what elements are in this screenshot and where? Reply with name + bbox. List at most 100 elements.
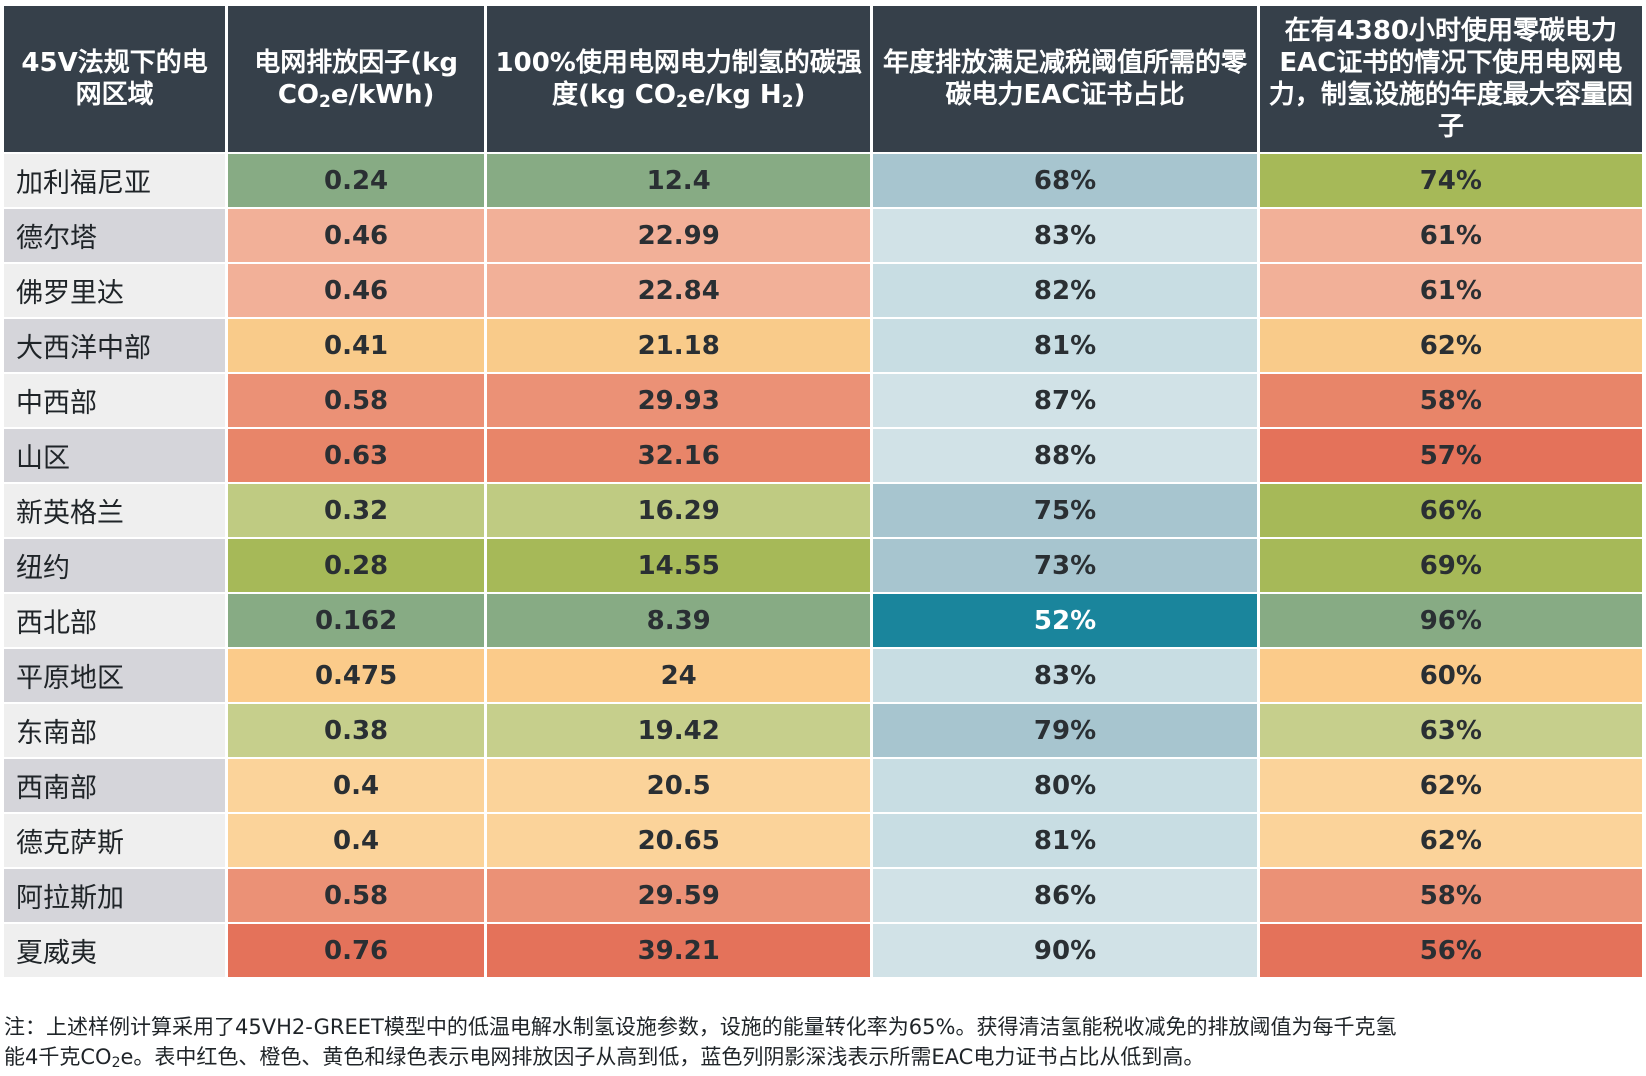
cell-eac-share: 82% [873, 264, 1257, 317]
cell-capacity-factor: 60% [1259, 649, 1642, 702]
cell-region: 德尔塔 [4, 209, 226, 262]
cell-carbon-intensity: 12.4 [487, 154, 871, 207]
footnote-line1: 注：上述样例计算采用了45VH2-GREET模型中的低温电解水制氢设施参数，设施… [4, 1015, 1397, 1039]
footnote-line2-post: e。表中红色、橙色、黄色和绿色表示电网排放因子从高到低，蓝色列阴影深浅表示所需E… [120, 1045, 1205, 1069]
cell-region: 平原地区 [4, 649, 226, 702]
cell-carbon-intensity: 8.39 [487, 594, 871, 647]
cell-capacity-factor: 69% [1259, 539, 1642, 592]
cell-carbon-intensity: 22.84 [487, 264, 871, 317]
cell-emission-factor: 0.63 [228, 429, 485, 482]
cell-eac-share: 90% [873, 924, 1257, 977]
cell-emission-factor: 0.41 [228, 319, 485, 372]
table-row: 纽约 0.28 14.55 73% 69% [4, 539, 1642, 592]
cell-eac-share: 83% [873, 649, 1257, 702]
table-row: 中西部 0.58 29.93 87% 58% [4, 374, 1642, 427]
cell-region: 德克萨斯 [4, 814, 226, 867]
header-row: 45V法规下的电网区域 电网排放因子(kg CO2e/kWh) 100%使用电网… [4, 6, 1642, 152]
cell-capacity-factor: 57% [1259, 429, 1642, 482]
table-row: 德克萨斯 0.4 20.65 81% 62% [4, 814, 1642, 867]
cell-region: 加利福尼亚 [4, 154, 226, 207]
cell-eac-share: 80% [873, 759, 1257, 812]
cell-emission-factor: 0.46 [228, 209, 485, 262]
cell-region: 新英格兰 [4, 484, 226, 537]
cell-eac-share: 75% [873, 484, 1257, 537]
cell-capacity-factor: 62% [1259, 759, 1642, 812]
cell-carbon-intensity: 20.5 [487, 759, 871, 812]
cell-capacity-factor: 56% [1259, 924, 1642, 977]
cell-emission-factor: 0.24 [228, 154, 485, 207]
table-row: 夏威夷 0.76 39.21 90% 56% [4, 924, 1642, 977]
cell-eac-share: 81% [873, 319, 1257, 372]
cell-capacity-factor: 61% [1259, 209, 1642, 262]
cell-carbon-intensity: 39.21 [487, 924, 871, 977]
cell-capacity-factor: 62% [1259, 319, 1642, 372]
table-container: 45V法规下的电网区域 电网排放因子(kg CO2e/kWh) 100%使用电网… [4, 4, 1642, 979]
cell-emission-factor: 0.58 [228, 374, 485, 427]
table-row: 东南部 0.38 19.42 79% 63% [4, 704, 1642, 757]
cell-emission-factor: 0.162 [228, 594, 485, 647]
header-region: 45V法规下的电网区域 [4, 6, 226, 152]
cell-eac-share: 88% [873, 429, 1257, 482]
cell-emission-factor: 0.46 [228, 264, 485, 317]
cell-eac-share: 68% [873, 154, 1257, 207]
cell-carbon-intensity: 24 [487, 649, 871, 702]
header-carbon-intensity: 100%使用电网电力制氢的碳强度(kg CO2e/kg H2) [487, 6, 871, 152]
footnote: 注：上述样例计算采用了45VH2-GREET模型中的低温电解水制氢设施参数，设施… [4, 1012, 1644, 1072]
cell-carbon-intensity: 32.16 [487, 429, 871, 482]
cell-emission-factor: 0.28 [228, 539, 485, 592]
table-row: 德尔塔 0.46 22.99 83% 61% [4, 209, 1642, 262]
cell-emission-factor: 0.58 [228, 869, 485, 922]
cell-capacity-factor: 62% [1259, 814, 1642, 867]
cell-region: 中西部 [4, 374, 226, 427]
cell-eac-share: 81% [873, 814, 1257, 867]
cell-region: 西南部 [4, 759, 226, 812]
cell-capacity-factor: 96% [1259, 594, 1642, 647]
cell-region: 东南部 [4, 704, 226, 757]
cell-capacity-factor: 61% [1259, 264, 1642, 317]
cell-carbon-intensity: 21.18 [487, 319, 871, 372]
cell-eac-share: 87% [873, 374, 1257, 427]
cell-carbon-intensity: 29.59 [487, 869, 871, 922]
cell-eac-share: 52% [873, 594, 1257, 647]
table-row: 西北部 0.162 8.39 52% 96% [4, 594, 1642, 647]
cell-region: 夏威夷 [4, 924, 226, 977]
cell-emission-factor: 0.32 [228, 484, 485, 537]
cell-capacity-factor: 74% [1259, 154, 1642, 207]
table-row: 新英格兰 0.32 16.29 75% 66% [4, 484, 1642, 537]
table-row: 大西洋中部 0.41 21.18 81% 62% [4, 319, 1642, 372]
cell-region: 西北部 [4, 594, 226, 647]
header-capacity-factor: 在有4380小时使用零碳电力EAC证书的情况下使用电网电力，制氢设施的年度最大容… [1259, 6, 1642, 152]
cell-emission-factor: 0.76 [228, 924, 485, 977]
cell-eac-share: 83% [873, 209, 1257, 262]
cell-carbon-intensity: 16.29 [487, 484, 871, 537]
table-row: 山区 0.63 32.16 88% 57% [4, 429, 1642, 482]
header-eac-share: 年度排放满足减税阈值所需的零碳电力EAC证书占比 [873, 6, 1257, 152]
footnote-line2-pre: 能4千克CO [4, 1045, 112, 1069]
table-row: 佛罗里达 0.46 22.84 82% 61% [4, 264, 1642, 317]
cell-eac-share: 73% [873, 539, 1257, 592]
header-emission-factor: 电网排放因子(kg CO2e/kWh) [228, 6, 485, 152]
cell-emission-factor: 0.475 [228, 649, 485, 702]
cell-region: 阿拉斯加 [4, 869, 226, 922]
cell-carbon-intensity: 20.65 [487, 814, 871, 867]
table-row: 西南部 0.4 20.5 80% 62% [4, 759, 1642, 812]
footnote-subscript: 2 [111, 1055, 121, 1071]
cell-eac-share: 79% [873, 704, 1257, 757]
cell-carbon-intensity: 14.55 [487, 539, 871, 592]
table-row: 阿拉斯加 0.58 29.59 86% 58% [4, 869, 1642, 922]
cell-emission-factor: 0.4 [228, 759, 485, 812]
cell-carbon-intensity: 22.99 [487, 209, 871, 262]
cell-region: 纽约 [4, 539, 226, 592]
cell-carbon-intensity: 19.42 [487, 704, 871, 757]
cell-capacity-factor: 58% [1259, 869, 1642, 922]
emissions-table: 45V法规下的电网区域 电网排放因子(kg CO2e/kWh) 100%使用电网… [1, 4, 1645, 979]
cell-region: 山区 [4, 429, 226, 482]
cell-carbon-intensity: 29.93 [487, 374, 871, 427]
cell-region: 大西洋中部 [4, 319, 226, 372]
cell-eac-share: 86% [873, 869, 1257, 922]
cell-capacity-factor: 63% [1259, 704, 1642, 757]
cell-emission-factor: 0.4 [228, 814, 485, 867]
cell-region: 佛罗里达 [4, 264, 226, 317]
cell-emission-factor: 0.38 [228, 704, 485, 757]
table-row: 平原地区 0.475 24 83% 60% [4, 649, 1642, 702]
